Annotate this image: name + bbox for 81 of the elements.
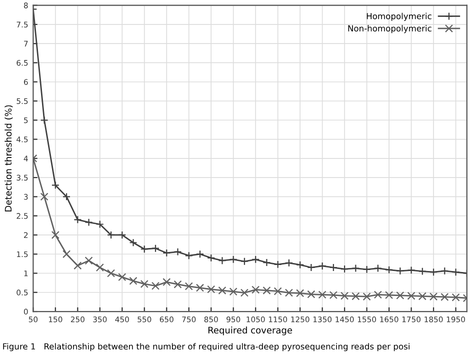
point	[107, 230, 116, 239]
point	[452, 293, 460, 302]
point	[196, 250, 204, 258]
point	[407, 292, 416, 300]
point	[51, 181, 60, 190]
point	[407, 266, 416, 274]
point	[362, 292, 371, 301]
point	[74, 262, 82, 270]
point	[396, 291, 404, 300]
point	[374, 290, 382, 299]
point	[151, 282, 160, 290]
point	[329, 263, 338, 272]
point	[340, 292, 349, 300]
point	[118, 273, 126, 282]
legend-label: Homopolymeric	[366, 12, 432, 21]
point	[418, 292, 426, 300]
point	[240, 257, 248, 266]
point	[252, 255, 260, 264]
point	[207, 285, 216, 294]
point	[296, 289, 304, 298]
point	[107, 269, 116, 278]
point	[184, 282, 193, 290]
point	[296, 260, 304, 269]
point	[196, 284, 204, 292]
point	[174, 280, 182, 288]
point	[262, 258, 271, 267]
point	[40, 116, 48, 124]
point	[284, 258, 293, 267]
point	[218, 256, 226, 265]
point	[96, 220, 104, 228]
point	[307, 263, 316, 272]
point	[162, 278, 171, 286]
point	[62, 250, 71, 258]
point	[62, 192, 71, 201]
point	[129, 238, 138, 247]
point	[151, 244, 160, 252]
point	[140, 245, 148, 254]
point	[430, 268, 438, 276]
point	[352, 292, 360, 300]
point	[162, 248, 171, 257]
point	[218, 286, 226, 294]
point	[396, 266, 404, 275]
point	[129, 276, 138, 285]
point	[374, 264, 382, 272]
point	[274, 260, 282, 268]
point	[96, 263, 104, 272]
point	[262, 286, 271, 294]
caption: Figure 1 Relationship between the number of required ultra-deep pyrosequencing reads per posi	[3, 343, 410, 352]
point	[452, 268, 460, 276]
point	[340, 265, 349, 274]
point	[240, 288, 248, 297]
legend-label: Non-homopolymeric	[348, 25, 432, 34]
point	[318, 290, 326, 299]
point	[51, 230, 60, 239]
point	[140, 280, 148, 288]
point	[418, 267, 426, 276]
point	[118, 230, 126, 239]
point	[174, 248, 182, 256]
x-axis-title: Required coverage	[208, 326, 292, 336]
point	[184, 252, 193, 260]
point	[385, 266, 394, 274]
point	[362, 265, 371, 274]
point	[252, 286, 260, 294]
point	[385, 291, 394, 300]
point	[84, 218, 93, 226]
point	[430, 292, 438, 301]
point	[284, 288, 293, 297]
point	[207, 254, 216, 262]
point	[318, 262, 326, 270]
y-axis-title: Detection threshold (%)	[4, 105, 13, 212]
point	[229, 288, 238, 296]
point	[440, 292, 449, 301]
point	[229, 255, 238, 264]
point	[274, 287, 282, 296]
point	[440, 266, 449, 275]
point	[40, 192, 48, 201]
point	[329, 291, 338, 300]
point	[307, 290, 316, 298]
point	[74, 216, 82, 224]
point	[352, 264, 360, 272]
point	[84, 256, 93, 265]
